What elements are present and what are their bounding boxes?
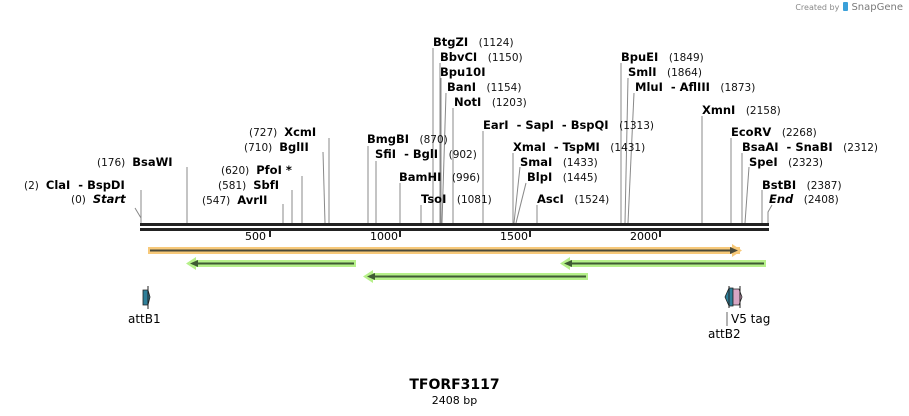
cut-site-lines: [134, 48, 773, 224]
site-asci[interactable]: AscI (1524): [537, 192, 610, 207]
site-bglii[interactable]: (710) BglII: [244, 140, 309, 155]
tick-label-2000: 2000: [630, 230, 658, 243]
site-bmgbi[interactable]: BmgBI (870): [367, 132, 448, 147]
site-start[interactable]: (0) Start: [71, 192, 126, 207]
attb1-feature[interactable]: [142, 286, 151, 309]
attb2-label: attB2: [708, 327, 741, 341]
credit-prefix: Created by: [795, 3, 840, 12]
backbone: [140, 223, 769, 231]
site-mlui-afliii[interactable]: MluI - AflIII (1873): [635, 80, 756, 95]
attb1-label: attB1: [128, 312, 161, 326]
site-bstbi[interactable]: BstBI (2387): [762, 178, 842, 193]
site-bsaai-snabi[interactable]: BsaAI - SnaBI (2312): [742, 140, 879, 155]
site-bpuei[interactable]: BpuEI (1849): [621, 50, 704, 65]
orf-reverse-2[interactable]: [560, 257, 766, 270]
site-sbfi[interactable]: (581) SbfI: [218, 178, 280, 193]
site-pfoi[interactable]: (620) PfoI *: [221, 163, 292, 178]
site-clai-bspdi[interactable]: (2) ClaI - BspDI: [24, 178, 125, 193]
site-spei[interactable]: SpeI (2323): [749, 155, 824, 170]
site-bpu10i[interactable]: Bpu10I: [440, 65, 486, 79]
tick-label-1000: 1000: [370, 230, 398, 243]
site-ecorv[interactable]: EcoRV (2268): [731, 125, 817, 140]
site-btgzi[interactable]: BtgZI (1124): [433, 35, 514, 50]
site-eari-sapi-bspqi[interactable]: EarI - SapI - BspQI (1313): [483, 118, 655, 133]
snapgene-logo-icon: [842, 2, 848, 11]
tick-label-500: 500: [245, 230, 266, 243]
site-bamhi[interactable]: BamHI (996): [399, 170, 481, 185]
map-length: 2408 bp: [431, 394, 478, 407]
site-smli[interactable]: SmlI (1864): [628, 65, 702, 80]
site-avrii[interactable]: (547) AvrII: [202, 193, 268, 208]
v5-tag-label: V5 tag: [731, 312, 771, 326]
orf-reverse-1[interactable]: [186, 257, 356, 270]
site-xmni[interactable]: XmnI (2158): [702, 103, 781, 118]
snapgene-credit: Created by SnapGene: [795, 2, 903, 13]
ruler-ticks: [269, 230, 661, 237]
site-bsawi[interactable]: (176) BsaWI: [97, 155, 173, 170]
site-xmai-tspmi[interactable]: XmaI - TspMI (1431): [513, 140, 646, 155]
map-title: TFORF3117: [409, 377, 500, 393]
site-bani[interactable]: BanI (1154): [447, 80, 522, 95]
attb2-feature[interactable]: [724, 286, 734, 326]
site-smai[interactable]: SmaI (1433): [520, 155, 598, 170]
site-blpi[interactable]: BlpI (1445): [527, 170, 598, 185]
orf-reverse-3[interactable]: [363, 270, 588, 283]
site-xcmi[interactable]: (727) XcmI: [249, 125, 317, 140]
site-end[interactable]: End (2408): [769, 192, 839, 207]
v5-tag-feature[interactable]: [732, 286, 743, 308]
orf-forward[interactable]: [148, 244, 742, 257]
credit-brand: SnapGene: [851, 2, 903, 13]
site-tsoi[interactable]: TsoI (1081): [421, 192, 492, 207]
site-bbvci[interactable]: BbvCI (1150): [440, 50, 523, 65]
tick-label-1500: 1500: [500, 230, 528, 243]
site-sfii-bgli[interactable]: SfiI - BglI (902): [375, 147, 477, 162]
site-noti[interactable]: NotI (1203): [454, 95, 527, 110]
